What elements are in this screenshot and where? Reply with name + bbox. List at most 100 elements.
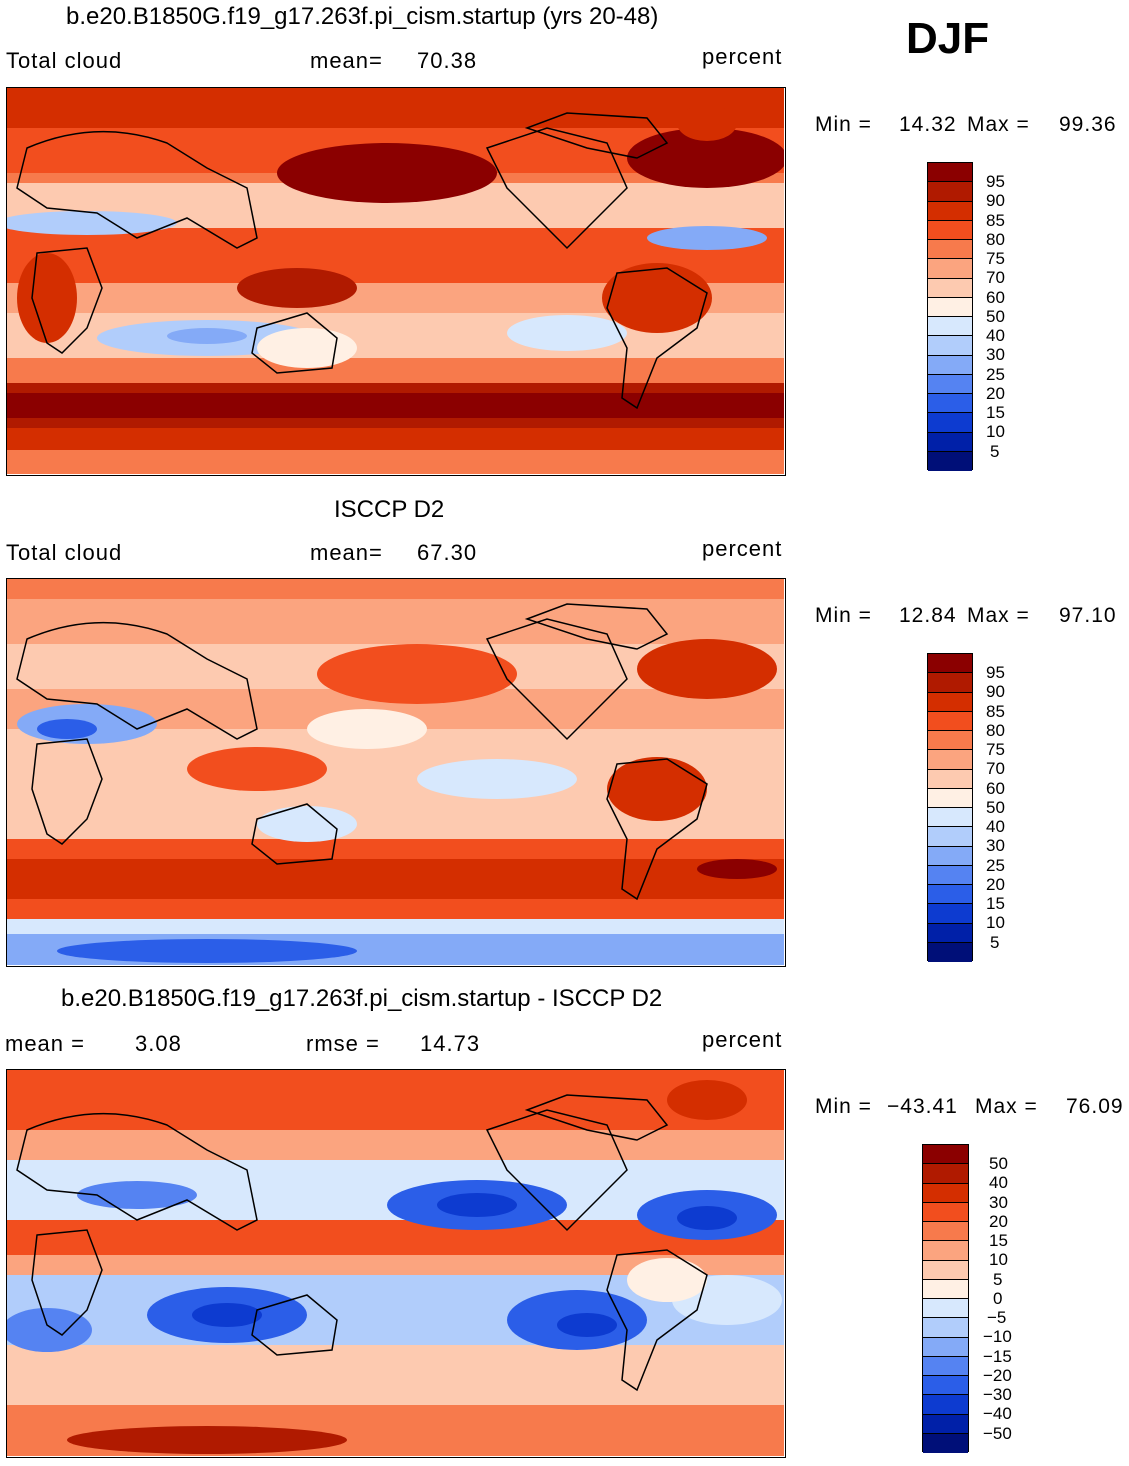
panel2-colorbar-label: 10 [986,913,1005,932]
panel1-colorbar-label: 5 [990,442,1000,461]
panel3-mean-label: mean = [5,1031,85,1056]
panel2-colorbar-label: 70 [986,759,1005,778]
panel2-colorbar-swatch [928,673,972,693]
season-label: DJF [906,14,990,63]
panel1-colorbar-swatch [928,413,972,433]
panel1-colorbar-label: 85 [986,211,1005,230]
panel1-colorbar-swatch [928,163,972,183]
panel3-contour-field [7,1070,784,1456]
panel2-title: ISCCP D2 [334,496,445,523]
panel1-colorbar-label: 20 [986,384,1005,403]
panel1-variable-label: Total cloud [6,48,123,73]
panel3-colorbar-swatch [923,1356,968,1376]
panel2-max-value: 97.10 [1059,604,1117,627]
panel2-colorbar-swatch [928,865,972,885]
panel1-colorbar-label: 10 [986,422,1005,441]
panel3-colorbar-label: 15 [989,1231,1008,1250]
panel3-map [6,1069,786,1458]
panel1-colorbar-label: 95 [986,172,1005,191]
panel1-colorbar-swatch [928,317,972,337]
panel1-colorbar-swatch [928,182,972,202]
panel2-min-label: Min = [815,604,872,627]
panel2-colorbar-label: 75 [986,740,1005,759]
panel1-contour-field [7,88,784,474]
panel3-colorbar-label: −40 [983,1404,1012,1423]
panel2-mean-label: mean= [310,540,383,565]
panel1-colorbar-label: 70 [986,268,1005,287]
panel2-colorbar-label: 15 [986,894,1005,913]
panel3-rmse-value: 14.73 [420,1031,481,1056]
panel2-max-label: Max = [967,604,1030,627]
panel3-colorbar-swatch [923,1260,968,1280]
panel2-colorbar-label: 90 [986,682,1005,701]
panel2-colorbar-label: 60 [986,779,1005,798]
panel1-colorbar-swatch [928,394,972,414]
panel1-colorbar-swatch [928,336,972,356]
panel1-colorbar-label: 90 [986,191,1005,210]
panel3-colorbar-label: −5 [987,1308,1007,1327]
panel2-colorbar-label: 50 [986,798,1005,817]
panel2-colorbar-swatch [928,923,972,943]
panel3-colorbar-swatch [923,1414,968,1434]
panel2-mean-value: 67.30 [417,540,478,565]
panel3-colorbar-label: 40 [989,1173,1008,1192]
panel1-max-label: Max = [967,113,1030,136]
panel1-colorbar-label: 80 [986,230,1005,249]
panel1-colorbar-swatch [928,451,972,471]
panel1-colorbar-label: 50 [986,307,1005,326]
panel3-colorbar-swatch [923,1279,968,1299]
panel2-colorbar-swatch [928,788,972,808]
panel1-colorbar [927,162,973,471]
panel3-colorbar-label: −20 [983,1366,1012,1385]
panel3-colorbar-label: 0 [993,1289,1003,1308]
panel3-colorbar-label: 50 [989,1154,1008,1173]
panel3-colorbar-label: 30 [989,1193,1008,1212]
panel2-colorbar-swatch [928,731,972,751]
panel2-variable-label: Total cloud [6,540,123,565]
panel2-colorbar-label: 5 [990,933,1000,952]
panel2-colorbar-label: 25 [986,856,1005,875]
panel2-units: percent [702,536,783,561]
panel3-colorbar-label: −10 [983,1327,1012,1346]
panel1-colorbar-label: 40 [986,326,1005,345]
panel3-colorbar-label: 20 [989,1212,1008,1231]
panel2-colorbar-label: 85 [986,702,1005,721]
panel1-colorbar-swatch [928,259,972,279]
panel1-min-value: 14.32 [899,113,957,136]
panel3-colorbar-swatch [923,1299,968,1319]
panel2-colorbar-label: 80 [986,721,1005,740]
panel2-colorbar-swatch [928,904,972,924]
panel1-colorbar-label: 15 [986,403,1005,422]
panel1-colorbar-swatch [928,355,972,375]
panel1-mean-value: 70.38 [417,48,478,73]
panel2-colorbar-swatch [928,769,972,789]
panel3-colorbar-label: −30 [983,1385,1012,1404]
panel3-colorbar-label: −50 [983,1424,1012,1443]
panel2-contour-field [7,579,784,965]
panel2-colorbar-swatch [928,654,972,674]
panel2-colorbar-swatch [928,711,972,731]
panel1-colorbar-swatch [928,374,972,394]
panel3-colorbar-swatch [923,1222,968,1242]
panel3-colorbar-label: −15 [983,1347,1012,1366]
panel2-colorbar-label: 30 [986,836,1005,855]
panel1-title: b.e20.B1850G.f19_g17.263f.pi_cism.startu… [66,3,659,30]
panel3-rmse-label: rmse = [306,1031,380,1056]
panel2-colorbar-swatch [928,692,972,712]
panel3-colorbar-swatch [923,1241,968,1261]
panel3-title: b.e20.B1850G.f19_g17.263f.pi_cism.startu… [61,985,663,1012]
panel3-colorbar-swatch [923,1337,968,1357]
panel3-colorbar-label: 10 [989,1250,1008,1269]
panel1-colorbar-label: 30 [986,345,1005,364]
panel2-colorbar-label: 40 [986,817,1005,836]
panel1-colorbar-label: 25 [986,365,1005,384]
panel1-colorbar-swatch [928,240,972,260]
panel3-colorbar-swatch [923,1145,968,1165]
panel2-map [6,578,786,967]
panel1-min-label: Min = [815,113,872,136]
panel3-units: percent [702,1027,783,1052]
panel2-colorbar-swatch [928,846,972,866]
panel2-colorbar-label: 95 [986,663,1005,682]
panel1-units: percent [702,44,783,69]
panel1-max-value: 99.36 [1059,113,1117,136]
